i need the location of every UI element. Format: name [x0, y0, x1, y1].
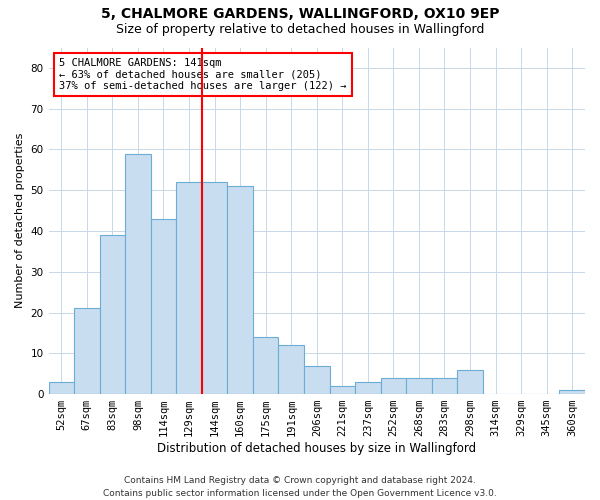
Bar: [151, 219, 176, 394]
Bar: [253, 337, 278, 394]
Text: 5 CHALMORE GARDENS: 141sqm
← 63% of detached houses are smaller (205)
37% of sem: 5 CHALMORE GARDENS: 141sqm ← 63% of deta…: [59, 58, 347, 91]
Bar: [227, 186, 253, 394]
Bar: [432, 378, 457, 394]
Text: Size of property relative to detached houses in Wallingford: Size of property relative to detached ho…: [116, 22, 484, 36]
Bar: [329, 386, 355, 394]
Bar: [176, 182, 202, 394]
Bar: [100, 235, 125, 394]
Bar: [406, 378, 432, 394]
Y-axis label: Number of detached properties: Number of detached properties: [15, 133, 25, 308]
Bar: [380, 378, 406, 394]
Bar: [559, 390, 585, 394]
Bar: [278, 345, 304, 394]
Text: 5, CHALMORE GARDENS, WALLINGFORD, OX10 9EP: 5, CHALMORE GARDENS, WALLINGFORD, OX10 9…: [101, 8, 499, 22]
Bar: [202, 182, 227, 394]
Bar: [125, 154, 151, 394]
Text: Contains HM Land Registry data © Crown copyright and database right 2024.
Contai: Contains HM Land Registry data © Crown c…: [103, 476, 497, 498]
Bar: [355, 382, 380, 394]
X-axis label: Distribution of detached houses by size in Wallingford: Distribution of detached houses by size …: [157, 442, 476, 455]
Bar: [457, 370, 483, 394]
Bar: [304, 366, 329, 394]
Bar: [74, 308, 100, 394]
Bar: [49, 382, 74, 394]
